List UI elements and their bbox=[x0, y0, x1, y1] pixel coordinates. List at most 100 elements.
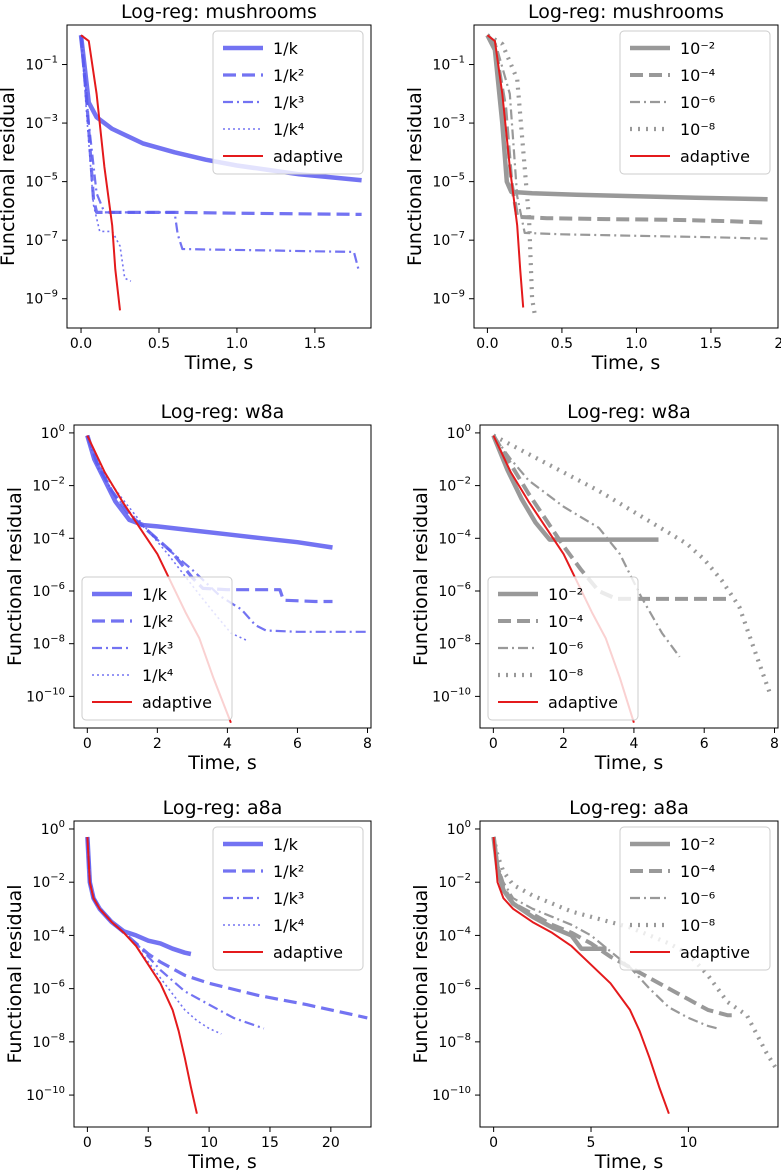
y-tick-label: 10−4 bbox=[438, 528, 471, 547]
legend-label: 1/k⁴ bbox=[273, 916, 304, 935]
x-tick-label: 0.0 bbox=[476, 336, 498, 352]
y-tick-label: 10−8 bbox=[32, 1032, 65, 1051]
legend-label: 10⁻⁶ bbox=[680, 93, 715, 112]
plot-frame bbox=[479, 820, 779, 1128]
legend: 1/k 1/k² 1/k³ 1/k⁴ adaptive bbox=[212, 30, 364, 175]
y-tick-label: 10−4 bbox=[438, 925, 471, 944]
plot-frame bbox=[73, 424, 372, 729]
x-tick-label: 0.5 bbox=[551, 336, 573, 352]
x-tick-label: 2.0 bbox=[774, 336, 781, 352]
legend: 10⁻² 10⁻⁴ 10⁻⁶ 10⁻⁸ adaptive bbox=[487, 576, 639, 721]
series-group bbox=[85, 836, 368, 1114]
series-line-0 bbox=[485, 34, 768, 202]
legend-label: 1/k bbox=[142, 585, 168, 604]
plot-frame bbox=[479, 424, 779, 729]
y-tick-label: 10−8 bbox=[438, 634, 471, 653]
series-line-3 bbox=[492, 433, 773, 698]
y-tick-label: 10−7 bbox=[432, 230, 465, 249]
y-tick-label: 10−4 bbox=[32, 925, 65, 944]
y-tick-label: 10−8 bbox=[438, 1032, 471, 1051]
legend-label: adaptive bbox=[680, 943, 750, 962]
x-tick-label: 6 bbox=[700, 736, 709, 752]
x-tick-label: 0 bbox=[83, 1135, 92, 1151]
series-line-3 bbox=[80, 35, 132, 282]
x-axis-label: Time, s bbox=[187, 752, 256, 774]
legend-label: 10⁻⁸ bbox=[680, 916, 715, 935]
y-axis-label: Functional residual bbox=[4, 487, 26, 666]
y-tick-label: 10−4 bbox=[32, 528, 65, 547]
x-axis-label: Time, s bbox=[594, 1151, 663, 1173]
chart-title: Log-reg: a8a bbox=[569, 797, 689, 819]
y-tick-label: 10−7 bbox=[25, 230, 58, 249]
x-tick-label: 2 bbox=[153, 736, 162, 752]
series-line-2 bbox=[486, 34, 768, 240]
x-axis-label: Time, s bbox=[184, 352, 253, 374]
y-tick-label: 100 bbox=[41, 819, 65, 838]
y-tick-label: 10−10 bbox=[432, 686, 471, 705]
y-tick-label: 10−6 bbox=[32, 581, 65, 600]
series-group bbox=[78, 34, 362, 311]
series-group bbox=[491, 836, 778, 1115]
legend-label: 1/k bbox=[273, 835, 299, 854]
x-tick-label: 5 bbox=[144, 1135, 153, 1151]
legend-label: adaptive bbox=[142, 693, 212, 712]
legend-box bbox=[212, 30, 364, 175]
series-line-1 bbox=[491, 836, 738, 1018]
legend-label: 10⁻⁶ bbox=[680, 889, 715, 908]
x-tick-label: 8 bbox=[770, 736, 779, 752]
x-tick-label: 1.5 bbox=[304, 336, 326, 352]
x-axis-label: Time, s bbox=[594, 752, 663, 774]
x-tick-label: 20 bbox=[322, 1135, 340, 1151]
x-tick-label: 0 bbox=[489, 736, 498, 752]
series-group bbox=[485, 33, 768, 317]
series-line-2 bbox=[86, 435, 368, 633]
chart-2: Log-reg: mushrooms 0.0 0.5 1.0 1.5 2.0 10−9 10−… bbox=[404, 1, 781, 374]
legend-label: adaptive bbox=[273, 943, 343, 962]
y-tick-label: 10−6 bbox=[438, 581, 471, 600]
legend-label: 1/k² bbox=[273, 66, 304, 85]
x-tick-label: 2 bbox=[559, 736, 568, 752]
chart-title: Log-reg: a8a bbox=[163, 797, 283, 819]
legend-label: 10⁻⁶ bbox=[548, 639, 583, 658]
x-tick-label: 0.5 bbox=[148, 336, 170, 352]
legend-box bbox=[81, 576, 233, 721]
legend-label: 1/k³ bbox=[273, 93, 304, 112]
series-line-0 bbox=[78, 34, 362, 183]
y-tick-label: 10−6 bbox=[32, 979, 65, 998]
y-tick-label: 10−2 bbox=[32, 872, 65, 891]
x-tick-label: 0 bbox=[83, 736, 92, 752]
plot-frame bbox=[473, 24, 779, 329]
legend-label: 10⁻⁴ bbox=[680, 862, 715, 881]
legend-box bbox=[619, 30, 771, 175]
legend: 1/k 1/k² 1/k³ 1/k⁴ adaptive bbox=[212, 826, 364, 971]
y-tick-label: 100 bbox=[447, 423, 471, 442]
legend-label: 1/k⁴ bbox=[273, 120, 304, 139]
legend-label: 10⁻⁴ bbox=[680, 66, 715, 85]
legend-label: adaptive bbox=[680, 147, 750, 166]
y-tick-label: 10−1 bbox=[432, 55, 465, 74]
y-tick-label: 10−2 bbox=[32, 476, 65, 495]
series-line-4 bbox=[86, 836, 198, 1114]
legend-box bbox=[487, 576, 639, 721]
x-axis-label: Time, s bbox=[591, 352, 660, 374]
chart-title: Log-reg: mushrooms bbox=[121, 1, 317, 23]
y-axis-label: Functional residual bbox=[404, 87, 426, 266]
legend-box bbox=[212, 826, 364, 971]
legend: 10⁻² 10⁻⁴ 10⁻⁶ 10⁻⁸ adaptive bbox=[619, 826, 771, 971]
x-tick-label: 15 bbox=[261, 1135, 279, 1151]
legend-label: 10⁻² bbox=[548, 585, 583, 604]
x-tick-label: 10 bbox=[200, 1135, 218, 1151]
series-line-3 bbox=[491, 836, 778, 1070]
plot-frame bbox=[73, 820, 372, 1128]
y-axis-label: Functional residual bbox=[410, 487, 432, 666]
series-line-1 bbox=[491, 434, 729, 601]
x-tick-label: 10 bbox=[679, 1135, 697, 1151]
legend-label: 10⁻⁸ bbox=[548, 666, 583, 685]
legend-label: 1/k² bbox=[142, 612, 173, 631]
y-tick-label: 100 bbox=[41, 423, 65, 442]
series-line-0 bbox=[85, 434, 333, 550]
y-tick-label: 10−8 bbox=[32, 634, 65, 653]
legend-label: 1/k⁴ bbox=[142, 666, 173, 685]
chart-title: Log-reg: w8a bbox=[567, 401, 691, 423]
